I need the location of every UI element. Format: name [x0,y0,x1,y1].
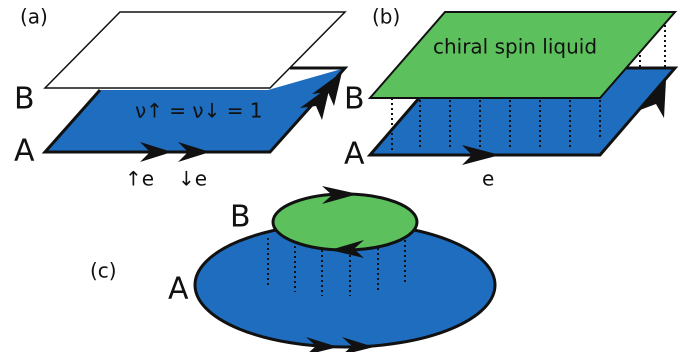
edge-label: ↑e [125,167,154,191]
layer-label: A [168,272,189,307]
panel-b: (b) B A chiral spin liquid e [344,5,675,191]
filling-label: ν↑ = ν↓ = 1 [135,99,263,123]
layer-label: A [14,134,35,169]
panel-c: (c) B A [90,186,495,352]
edge-label: ↓e [178,167,207,191]
layer-name: chiral spin liquid [433,35,597,59]
diagram: (a) B A ν↑ = ν↓ = 1 ↑e ↓e (b) B A chiral… [0,0,691,352]
panel-label: (c) [90,259,117,283]
panel-label: (b) [372,5,400,29]
panel-label: (a) [20,5,48,29]
layer-label: B [230,200,251,235]
edge-label: e [482,167,494,191]
layer-sheet [45,12,345,88]
layer-label: B [344,82,365,117]
layer-disk [273,194,417,250]
panel-a: (a) B A ν↑ = ν↓ = 1 ↑e ↓e [14,5,345,191]
layer-label: B [14,82,35,117]
layer-label: A [344,137,365,172]
